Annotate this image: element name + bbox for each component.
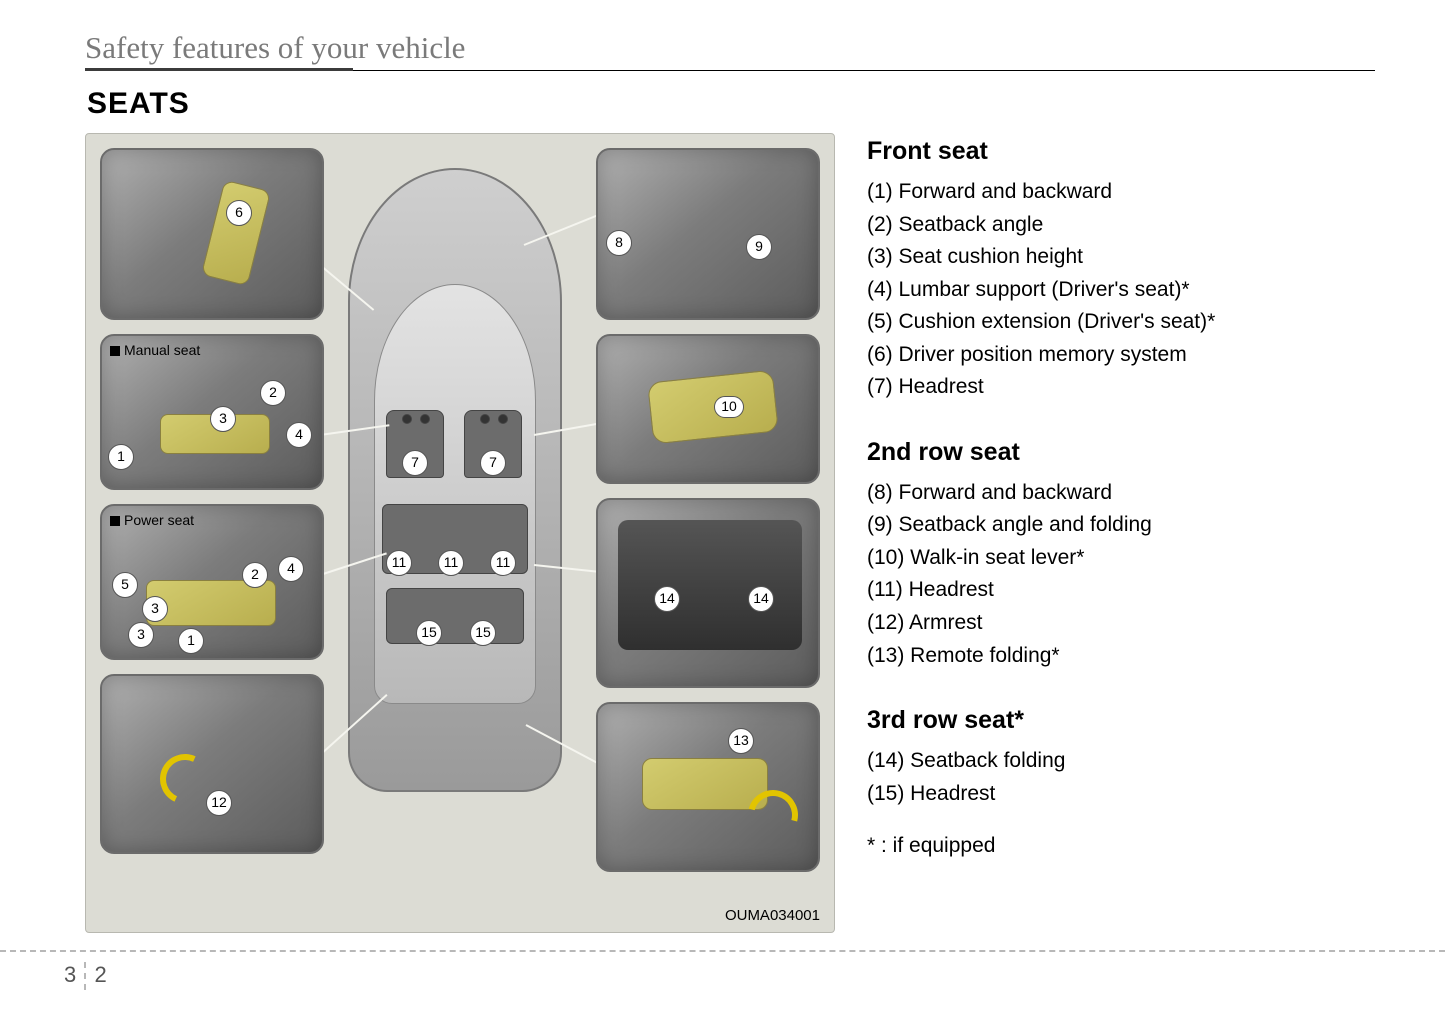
header-underline-thin bbox=[353, 70, 1375, 71]
legend-item: (9) Seatback angle and folding bbox=[867, 509, 1375, 542]
panel-trunk-fold: 14 14 bbox=[596, 498, 820, 688]
manual-page: Safety features of your vehicle SEATS 7 … bbox=[0, 0, 1445, 1026]
legend-item: (11) Headrest bbox=[867, 574, 1375, 607]
chapter-title: Safety features of your vehicle bbox=[85, 30, 465, 70]
legend-item: (7) Headrest bbox=[867, 371, 1375, 404]
callout-11a: 11 bbox=[386, 550, 412, 576]
callout-p5: 5 bbox=[112, 572, 138, 598]
legend-item: (5) Cushion extension (Driver's seat)* bbox=[867, 306, 1375, 339]
callout-p2: 2 bbox=[242, 562, 268, 588]
callout-14a: 14 bbox=[654, 586, 680, 612]
content-row: 7 7 11 11 11 15 15 6 Manual seat bbox=[85, 133, 1375, 933]
panel-remote-fold: 13 bbox=[596, 702, 820, 872]
headrest-dot bbox=[402, 414, 412, 424]
panel-walk-in-lever: 10 bbox=[596, 334, 820, 484]
panel-2nd-row-side: 8 9 bbox=[596, 148, 820, 320]
third-row-seat bbox=[386, 588, 524, 644]
callout-11c: 11 bbox=[490, 550, 516, 576]
callout-2: 2 bbox=[260, 380, 286, 406]
legend-column: Front seat (1) Forward and backward (2) … bbox=[867, 133, 1375, 933]
chapter-header: Safety features of your vehicle bbox=[85, 30, 1375, 71]
headrest-dot bbox=[498, 414, 508, 424]
legend-section-front: Front seat (1) Forward and backward (2) … bbox=[867, 137, 1375, 404]
diagram-code: OUMA034001 bbox=[725, 907, 820, 924]
headrest-dot bbox=[480, 414, 490, 424]
legend-item: (13) Remote folding* bbox=[867, 640, 1375, 673]
callout-p4: 4 bbox=[278, 556, 304, 582]
headrest-dot bbox=[420, 414, 430, 424]
callout-4: 4 bbox=[286, 422, 312, 448]
panel-armrest: 12 bbox=[100, 674, 324, 854]
legend-heading: 3rd row seat* bbox=[867, 706, 1375, 735]
power-seat-label-text: Power seat bbox=[124, 512, 194, 528]
callout-p3a: 3 bbox=[142, 596, 168, 622]
memory-buttons-highlight bbox=[201, 180, 271, 287]
callout-8: 8 bbox=[606, 230, 632, 256]
callout-1: 1 bbox=[108, 444, 134, 470]
legend-item: (1) Forward and backward bbox=[867, 176, 1375, 209]
callout-7b: 7 bbox=[480, 450, 506, 476]
walk-in-lever-highlight bbox=[647, 370, 779, 445]
callout-13: 13 bbox=[728, 728, 754, 754]
callout-9: 9 bbox=[746, 234, 772, 260]
trunk-opening bbox=[618, 520, 802, 650]
callout-3: 3 bbox=[210, 406, 236, 432]
callout-p1: 1 bbox=[178, 628, 204, 654]
legend-footnote: * : if equipped bbox=[867, 834, 1375, 858]
page-number-separator bbox=[84, 962, 86, 990]
callout-15a: 15 bbox=[416, 620, 442, 646]
page-number-chapter: 3 bbox=[64, 962, 76, 987]
page-footer: 3 2 bbox=[0, 950, 1445, 1000]
legend-item: (4) Lumbar support (Driver's seat)* bbox=[867, 274, 1375, 307]
legend-heading: Front seat bbox=[867, 137, 1375, 166]
callout-11b: 11 bbox=[438, 550, 464, 576]
panel-door-memory: 6 bbox=[100, 148, 324, 320]
callout-15b: 15 bbox=[470, 620, 496, 646]
manual-seat-label-text: Manual seat bbox=[124, 342, 200, 358]
seats-diagram: 7 7 11 11 11 15 15 6 Manual seat bbox=[85, 133, 835, 933]
legend-item: (8) Forward and backward bbox=[867, 477, 1375, 510]
callout-7a: 7 bbox=[402, 450, 428, 476]
legend-item: (6) Driver position memory system bbox=[867, 339, 1375, 372]
callout-p3b: 3 bbox=[128, 622, 154, 648]
panel-power-seat: Power seat 5 3 3 1 2 4 bbox=[100, 504, 324, 660]
callout-10: 10 bbox=[714, 396, 744, 418]
legend-item: (12) Armrest bbox=[867, 607, 1375, 640]
legend-section-2nd: 2nd row seat (8) Forward and backward (9… bbox=[867, 438, 1375, 672]
legend-item: (15) Headrest bbox=[867, 778, 1375, 811]
panel-manual-seat: Manual seat 1 2 3 4 bbox=[100, 334, 324, 490]
callout-6: 6 bbox=[226, 200, 252, 226]
callout-14b: 14 bbox=[748, 586, 774, 612]
remote-fold-switch bbox=[642, 758, 768, 810]
page-number-page: 2 bbox=[95, 962, 107, 987]
page-number: 3 2 bbox=[64, 962, 107, 990]
legend-heading: 2nd row seat bbox=[867, 438, 1375, 467]
section-title: SEATS bbox=[87, 87, 1375, 121]
legend-item: (10) Walk-in seat lever* bbox=[867, 542, 1375, 575]
callout-12: 12 bbox=[206, 790, 232, 816]
power-seat-label: Power seat bbox=[110, 512, 194, 528]
manual-seat-label: Manual seat bbox=[110, 342, 200, 358]
legend-item: (2) Seatback angle bbox=[867, 209, 1375, 242]
legend-item: (3) Seat cushion height bbox=[867, 241, 1375, 274]
legend-section-3rd: 3rd row seat* (14) Seatback folding (15)… bbox=[867, 706, 1375, 810]
legend-item: (14) Seatback folding bbox=[867, 745, 1375, 778]
